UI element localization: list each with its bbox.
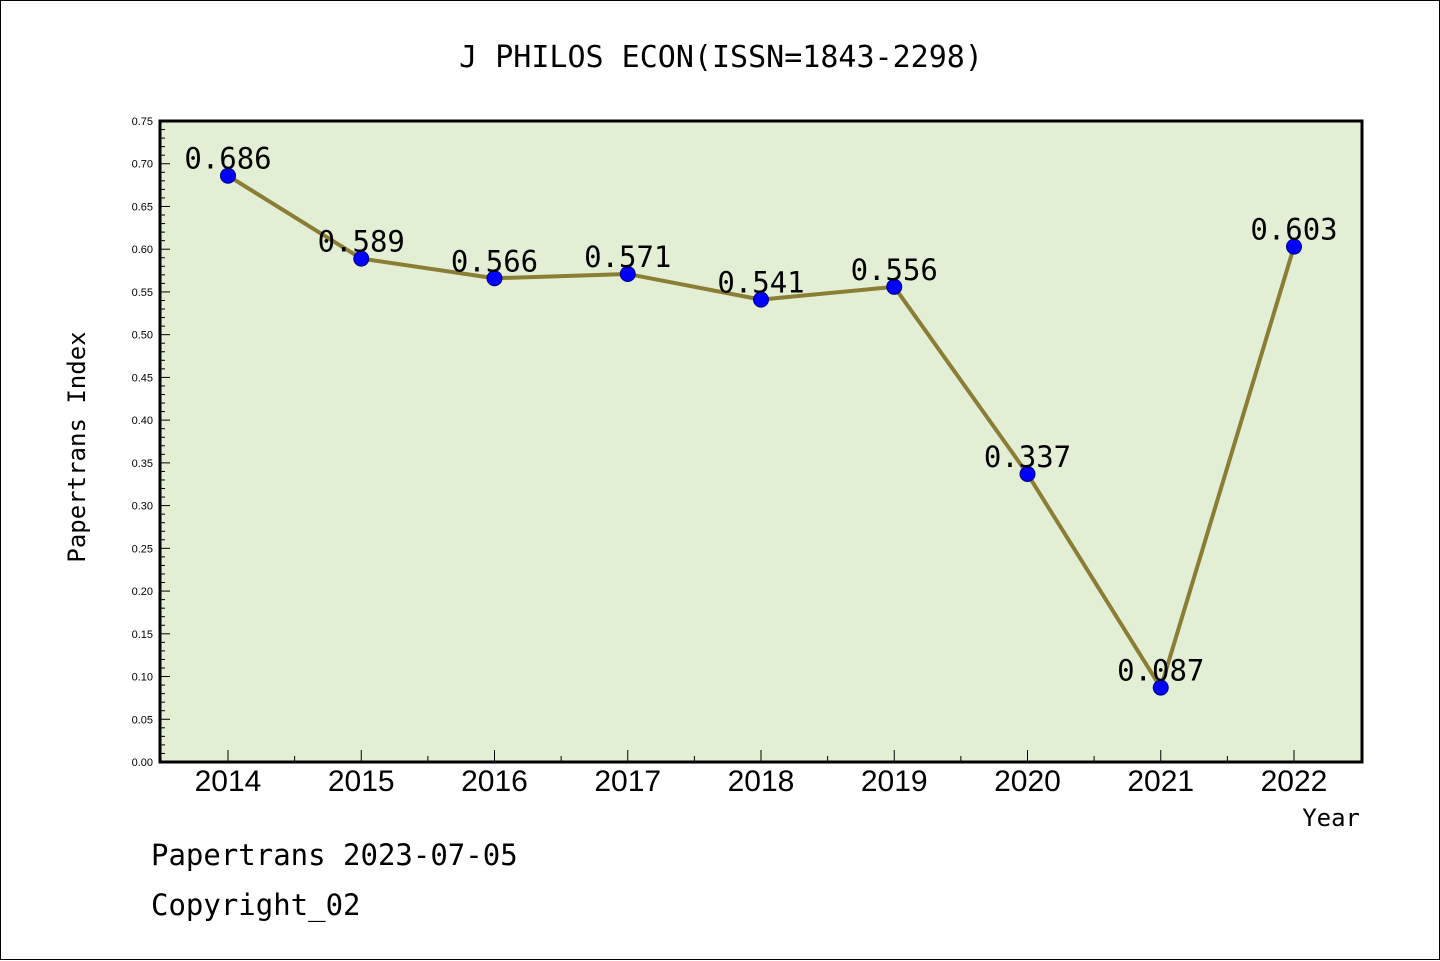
- footer-copyright: Copyright_02: [151, 888, 361, 923]
- y-tick-label: 0.20: [132, 586, 153, 598]
- x-tick-label: 2014: [195, 765, 262, 798]
- data-point: [220, 167, 236, 184]
- y-tick-label: 0.50: [132, 330, 153, 342]
- y-tick-label: 0.70: [132, 159, 153, 171]
- x-axis: 2014 2015 2016 2017 2018 2019 2020 2021 2022: [195, 750, 1328, 798]
- data-label: 0.686: [184, 142, 271, 176]
- chart-title: J PHILOS ECON(ISSN=1843-2298): [459, 40, 983, 75]
- plot-area: [158, 119, 1364, 764]
- data-labels: 0.686 0.589 0.566 0.571 0.541 0.556 0.337 0.087…: [184, 142, 1337, 688]
- x-tick-label: 2018: [728, 765, 795, 798]
- data-label: 0.603: [1250, 213, 1337, 247]
- data-label: 0.541: [717, 266, 804, 300]
- data-point: [1019, 465, 1036, 482]
- data-point: [353, 250, 370, 267]
- y-tick-label: 0.25: [132, 543, 153, 555]
- y-tick-label: 0.35: [132, 458, 153, 470]
- data-point: [886, 278, 903, 295]
- data-label: 0.087: [1117, 654, 1204, 688]
- x-tick-label: 2019: [861, 765, 928, 798]
- data-point: [753, 291, 769, 308]
- x-tick-label: 2022: [1261, 765, 1328, 798]
- y-tick-label: 0.30: [132, 501, 153, 513]
- data-label: 0.566: [451, 244, 538, 278]
- data-label: 0.337: [984, 440, 1071, 474]
- x-tick-label: 2021: [1127, 765, 1194, 798]
- y-tick-label: 0.55: [132, 287, 153, 299]
- y-tick-label: 0.60: [132, 244, 153, 256]
- data-point: [1152, 679, 1169, 696]
- x-axis-label: Year: [1302, 804, 1360, 832]
- y-tick-label: 0.15: [132, 629, 153, 641]
- data-point: [619, 265, 636, 282]
- data-point: [1286, 238, 1302, 255]
- data-label: 0.571: [584, 240, 671, 274]
- y-tick-label: 0.40: [132, 415, 153, 427]
- data-point: [486, 270, 503, 287]
- footer-date: Papertrans 2023-07-05: [151, 838, 518, 872]
- y-tick-label: 0.10: [132, 672, 153, 684]
- y-tick-label: 0.65: [132, 201, 153, 213]
- data-label: 0.589: [318, 225, 405, 259]
- y-tick-label: 0.45: [132, 372, 153, 384]
- y-axis-label: Papertrans Index: [63, 331, 91, 562]
- y-axis: 0.00 0.05 0.10 0.15 0.20 0.25 0.30 0.35 0.40 0.45…: [132, 116, 170, 769]
- x-tick-label: 2017: [594, 765, 661, 798]
- x-tick-label: 2015: [328, 765, 395, 798]
- y-tick-label: 0.00: [132, 757, 153, 769]
- y-tick-label: 0.75: [132, 116, 153, 128]
- x-tick-label: 2020: [994, 765, 1061, 798]
- y-tick-label: 0.05: [132, 714, 153, 726]
- data-points: [220, 167, 1302, 696]
- data-label: 0.556: [851, 253, 938, 287]
- x-tick-label: 2016: [461, 765, 528, 798]
